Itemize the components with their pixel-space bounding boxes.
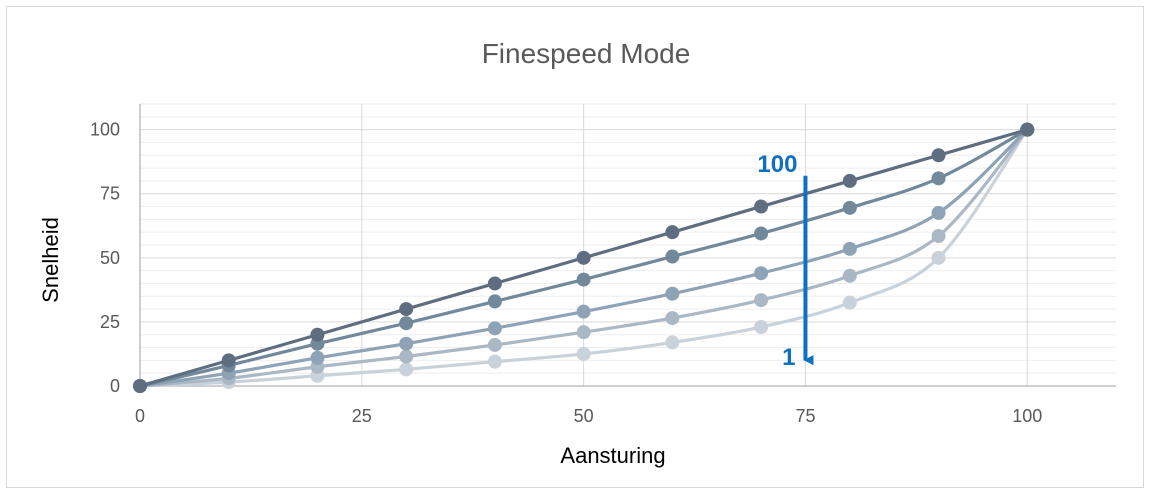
series-group [133, 122, 1035, 393]
data-point [221, 353, 236, 368]
data-point [399, 302, 414, 317]
data-point [754, 226, 769, 241]
data-point [399, 316, 414, 331]
data-point [665, 249, 680, 264]
data-point [931, 148, 946, 163]
data-point [754, 293, 769, 308]
data-point [487, 337, 502, 352]
annotation-top-label: 100 [757, 151, 797, 178]
data-point [665, 311, 680, 326]
data-point [842, 241, 857, 256]
data-point [931, 250, 946, 265]
data-point [487, 321, 502, 336]
grid [140, 103, 1116, 386]
x-tick-label: 50 [574, 406, 594, 426]
data-point [665, 335, 680, 350]
y-tick-label: 25 [100, 312, 120, 332]
data-point [754, 199, 769, 214]
chart-title: Finespeed Mode [482, 38, 691, 69]
data-point [842, 173, 857, 188]
data-point [487, 276, 502, 291]
data-point [931, 229, 946, 244]
data-point [576, 325, 591, 340]
data-point [931, 171, 946, 186]
chart-frame [6, 6, 1144, 488]
data-point [665, 225, 680, 240]
data-point [1020, 122, 1035, 137]
data-point [310, 350, 325, 365]
data-point [842, 268, 857, 283]
annotation: 100 1 [757, 151, 814, 371]
data-point [487, 294, 502, 309]
y-axis-title: Snelheid [38, 217, 63, 303]
data-point [842, 295, 857, 310]
series-1 [133, 122, 1035, 393]
data-point [665, 286, 680, 301]
data-point [576, 346, 591, 361]
annotation-bottom-label: 1 [782, 344, 795, 371]
data-point [576, 304, 591, 319]
x-tick-label: 0 [135, 406, 145, 426]
y-tick-label: 0 [110, 376, 120, 396]
data-point [399, 362, 414, 377]
data-point [576, 250, 591, 265]
axes: 0 25 50 75 100 0 25 50 75 100 [90, 104, 1116, 426]
data-point [931, 205, 946, 220]
x-tick-label: 75 [795, 406, 815, 426]
data-point [576, 272, 591, 287]
data-point [754, 320, 769, 335]
data-point [487, 354, 502, 369]
x-tick-label: 100 [1012, 406, 1042, 426]
data-point [399, 349, 414, 364]
x-tick-label: 25 [352, 406, 372, 426]
y-tick-label: 50 [100, 248, 120, 268]
data-point [842, 200, 857, 215]
data-point [133, 379, 147, 393]
x-axis-title: Aansturing [560, 443, 665, 468]
data-point [754, 266, 769, 281]
data-point [399, 336, 414, 351]
series-line [138, 128, 1029, 388]
data-point [310, 327, 325, 342]
y-tick-label: 75 [100, 184, 120, 204]
y-tick-label: 100 [90, 120, 120, 140]
